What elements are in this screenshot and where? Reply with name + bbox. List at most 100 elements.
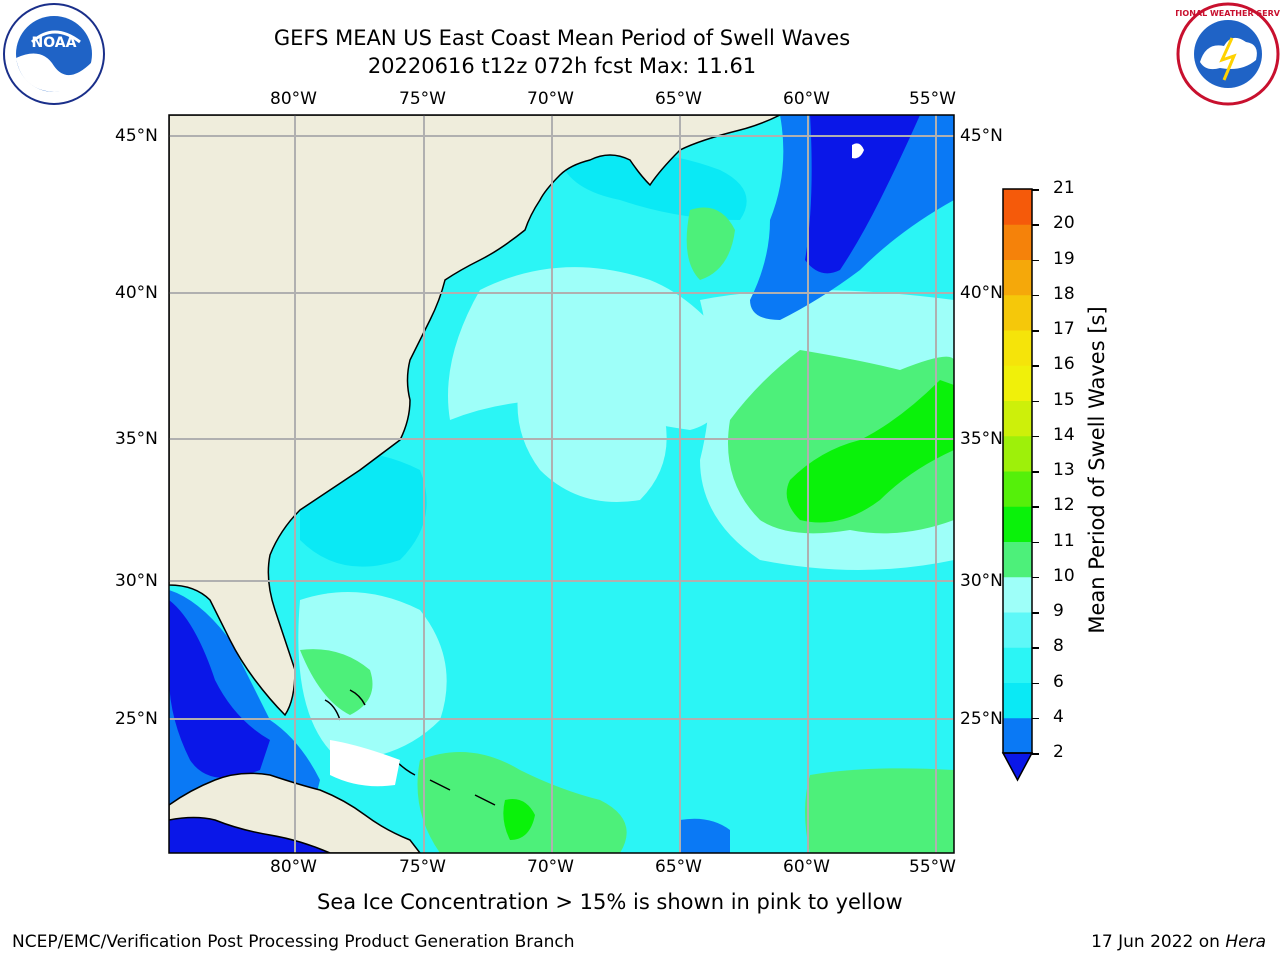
- deep-blue-region-northeast: [805, 115, 920, 274]
- lon-label-bottom-80w: 80°W: [270, 857, 317, 877]
- map-grid: [169, 115, 954, 853]
- blue-region-caribbean-east: [680, 818, 730, 853]
- colorbar-segment: [1003, 189, 1032, 225]
- colorbar-tick-mark: [1032, 612, 1039, 614]
- colorbar-segments: [1003, 189, 1032, 754]
- colorbar-tick-label: 2: [1053, 742, 1064, 762]
- lon-label-top-55w: 55°W: [909, 89, 956, 109]
- colorbar-segment: [1003, 576, 1032, 613]
- colorbar-segment: [1003, 717, 1032, 754]
- lat-label-right-35n: 35°N: [960, 429, 1003, 449]
- lon-label-bottom-70w: 70°W: [527, 857, 574, 877]
- colorbar-tick-label: 13: [1053, 460, 1075, 480]
- colorbar-tick-mark: [1032, 647, 1039, 649]
- colorbar-segment: [1003, 541, 1032, 578]
- green-region-gulf-stream: [686, 207, 735, 280]
- colorbar-tick-label: 12: [1053, 495, 1075, 516]
- colorbar-segment: [1003, 365, 1032, 401]
- colorbar-tick-label: 9: [1053, 601, 1064, 621]
- deep-blue-region-gulf: [169, 600, 270, 778]
- colorbar-extend-triangle: [1001, 752, 1034, 782]
- colorbar-tick-label: 8: [1053, 636, 1064, 657]
- colorbar-segment: [1003, 435, 1032, 472]
- footer-organization: NCEP/EMC/Verification Post Processing Pr…: [12, 932, 575, 952]
- colorbar-tick-mark: [1032, 753, 1039, 755]
- lat-label-left-45n: 45°N: [115, 126, 158, 146]
- green-region-bahamas: [300, 649, 373, 715]
- lat-label-right-45n: 45°N: [960, 126, 1003, 146]
- footer-date: 17 Jun 2022 on Hera: [1091, 932, 1266, 952]
- colorbar-tick-label: 4: [1053, 706, 1064, 727]
- colorbar-segment: [1003, 612, 1032, 648]
- footer-date-text: 17 Jun 2022 on: [1091, 932, 1226, 952]
- colorbar-label: Mean Period of Swell Waves [s]: [1085, 306, 1109, 634]
- colorbar-tick-mark: [1032, 400, 1039, 402]
- lon-label-bottom-60w: 60°W: [783, 857, 830, 877]
- colorbar-tick-mark: [1032, 435, 1039, 438]
- colorbar-tick-label: 15: [1053, 389, 1075, 410]
- colorbar-tick-label: 11: [1053, 530, 1075, 551]
- no-data-region-north: [852, 143, 864, 159]
- chart-subtitle: 20220616 t12z 072h fcst Max: 11.61: [367, 54, 757, 78]
- lon-label-bottom-65w: 65°W: [655, 857, 702, 877]
- colorbar-tick-label: 17: [1053, 319, 1075, 339]
- colorbar-tick-mark: [1032, 717, 1039, 720]
- bright-green-region-caribbean: [503, 799, 535, 840]
- colorbar-tick-mark: [1032, 576, 1039, 579]
- colorbar-tick-mark: [1032, 294, 1039, 297]
- colorbar-tick-mark: [1032, 682, 1039, 684]
- lon-label-bottom-55w: 55°W: [909, 857, 956, 877]
- lat-label-left-35n: 35°N: [115, 429, 158, 449]
- lat-label-right-30n: 30°N: [960, 571, 1003, 591]
- pale-cyan-region-mid: [517, 373, 667, 502]
- lon-label-top-80w: 80°W: [270, 89, 317, 109]
- island-detail: [324, 689, 496, 806]
- colorbar-segment: [1003, 682, 1032, 719]
- sea-ice-note: Sea Ice Concentration > 15% is shown in …: [317, 890, 903, 914]
- green-region-southeast: [805, 768, 954, 853]
- colorbar-segment: [1003, 224, 1032, 260]
- colorbar-tick-mark: [1032, 471, 1039, 473]
- colorbar: [1001, 188, 1034, 782]
- no-data-region-bahamas: [330, 740, 400, 787]
- lon-label-bottom-75w: 75°W: [399, 857, 446, 877]
- colorbar-tick-label: 20: [1053, 213, 1075, 234]
- lat-label-left-30n: 30°N: [115, 571, 158, 591]
- colorbar-tick-label: 6: [1053, 671, 1064, 692]
- colorbar-segment: [1003, 400, 1032, 437]
- lat-label-left-25n: 25°N: [115, 709, 158, 729]
- colorbar-segment: [1003, 294, 1032, 331]
- lat-label-left-40n: 40°N: [115, 283, 158, 303]
- green-region-east: [728, 350, 954, 534]
- nws-logo: NATIONAL WEATHER SERVICE: [1162, 2, 1280, 106]
- colorbar-segment: [1003, 330, 1032, 366]
- lat-label-right-25n: 25°N: [960, 709, 1003, 729]
- colorbar-tick-label: 19: [1053, 248, 1075, 269]
- colorbar-tick-label: 18: [1053, 283, 1075, 304]
- noaa-logo: NOAA: [2, 2, 106, 106]
- colorbar-segment: [1003, 471, 1032, 507]
- north-america-land: [169, 115, 781, 717]
- lon-label-top-65w: 65°W: [655, 89, 702, 109]
- lon-label-top-60w: 60°W: [783, 89, 830, 109]
- colorbar-tick-mark: [1032, 365, 1039, 367]
- noaa-logo-text: NOAA: [32, 35, 77, 51]
- colorbar-tick-mark: [1032, 541, 1039, 543]
- colorbar-tick-mark: [1032, 330, 1039, 332]
- colorbar-segment: [1003, 647, 1032, 683]
- chart-title: GEFS MEAN US East Coast Mean Period of S…: [273, 26, 851, 50]
- lat-label-right-40n: 40°N: [960, 283, 1003, 303]
- colorbar-segment: [1003, 259, 1032, 296]
- colorbar-tick-mark: [1032, 506, 1039, 508]
- colorbar-tick-label: 14: [1053, 424, 1075, 445]
- colorbar-tick-label: 21: [1053, 178, 1075, 198]
- lon-label-top-70w: 70°W: [527, 89, 574, 109]
- lon-label-top-75w: 75°W: [399, 89, 446, 109]
- map-frame: [168, 114, 955, 854]
- nws-logo-text: NATIONAL WEATHER SERVICE: [1176, 9, 1280, 18]
- colorbar-tick-label: 16: [1053, 354, 1075, 375]
- colorbar-tick-mark: [1032, 189, 1039, 191]
- bright-green-region-east: [786, 380, 954, 523]
- colorbar-tick-label: 10: [1053, 565, 1075, 586]
